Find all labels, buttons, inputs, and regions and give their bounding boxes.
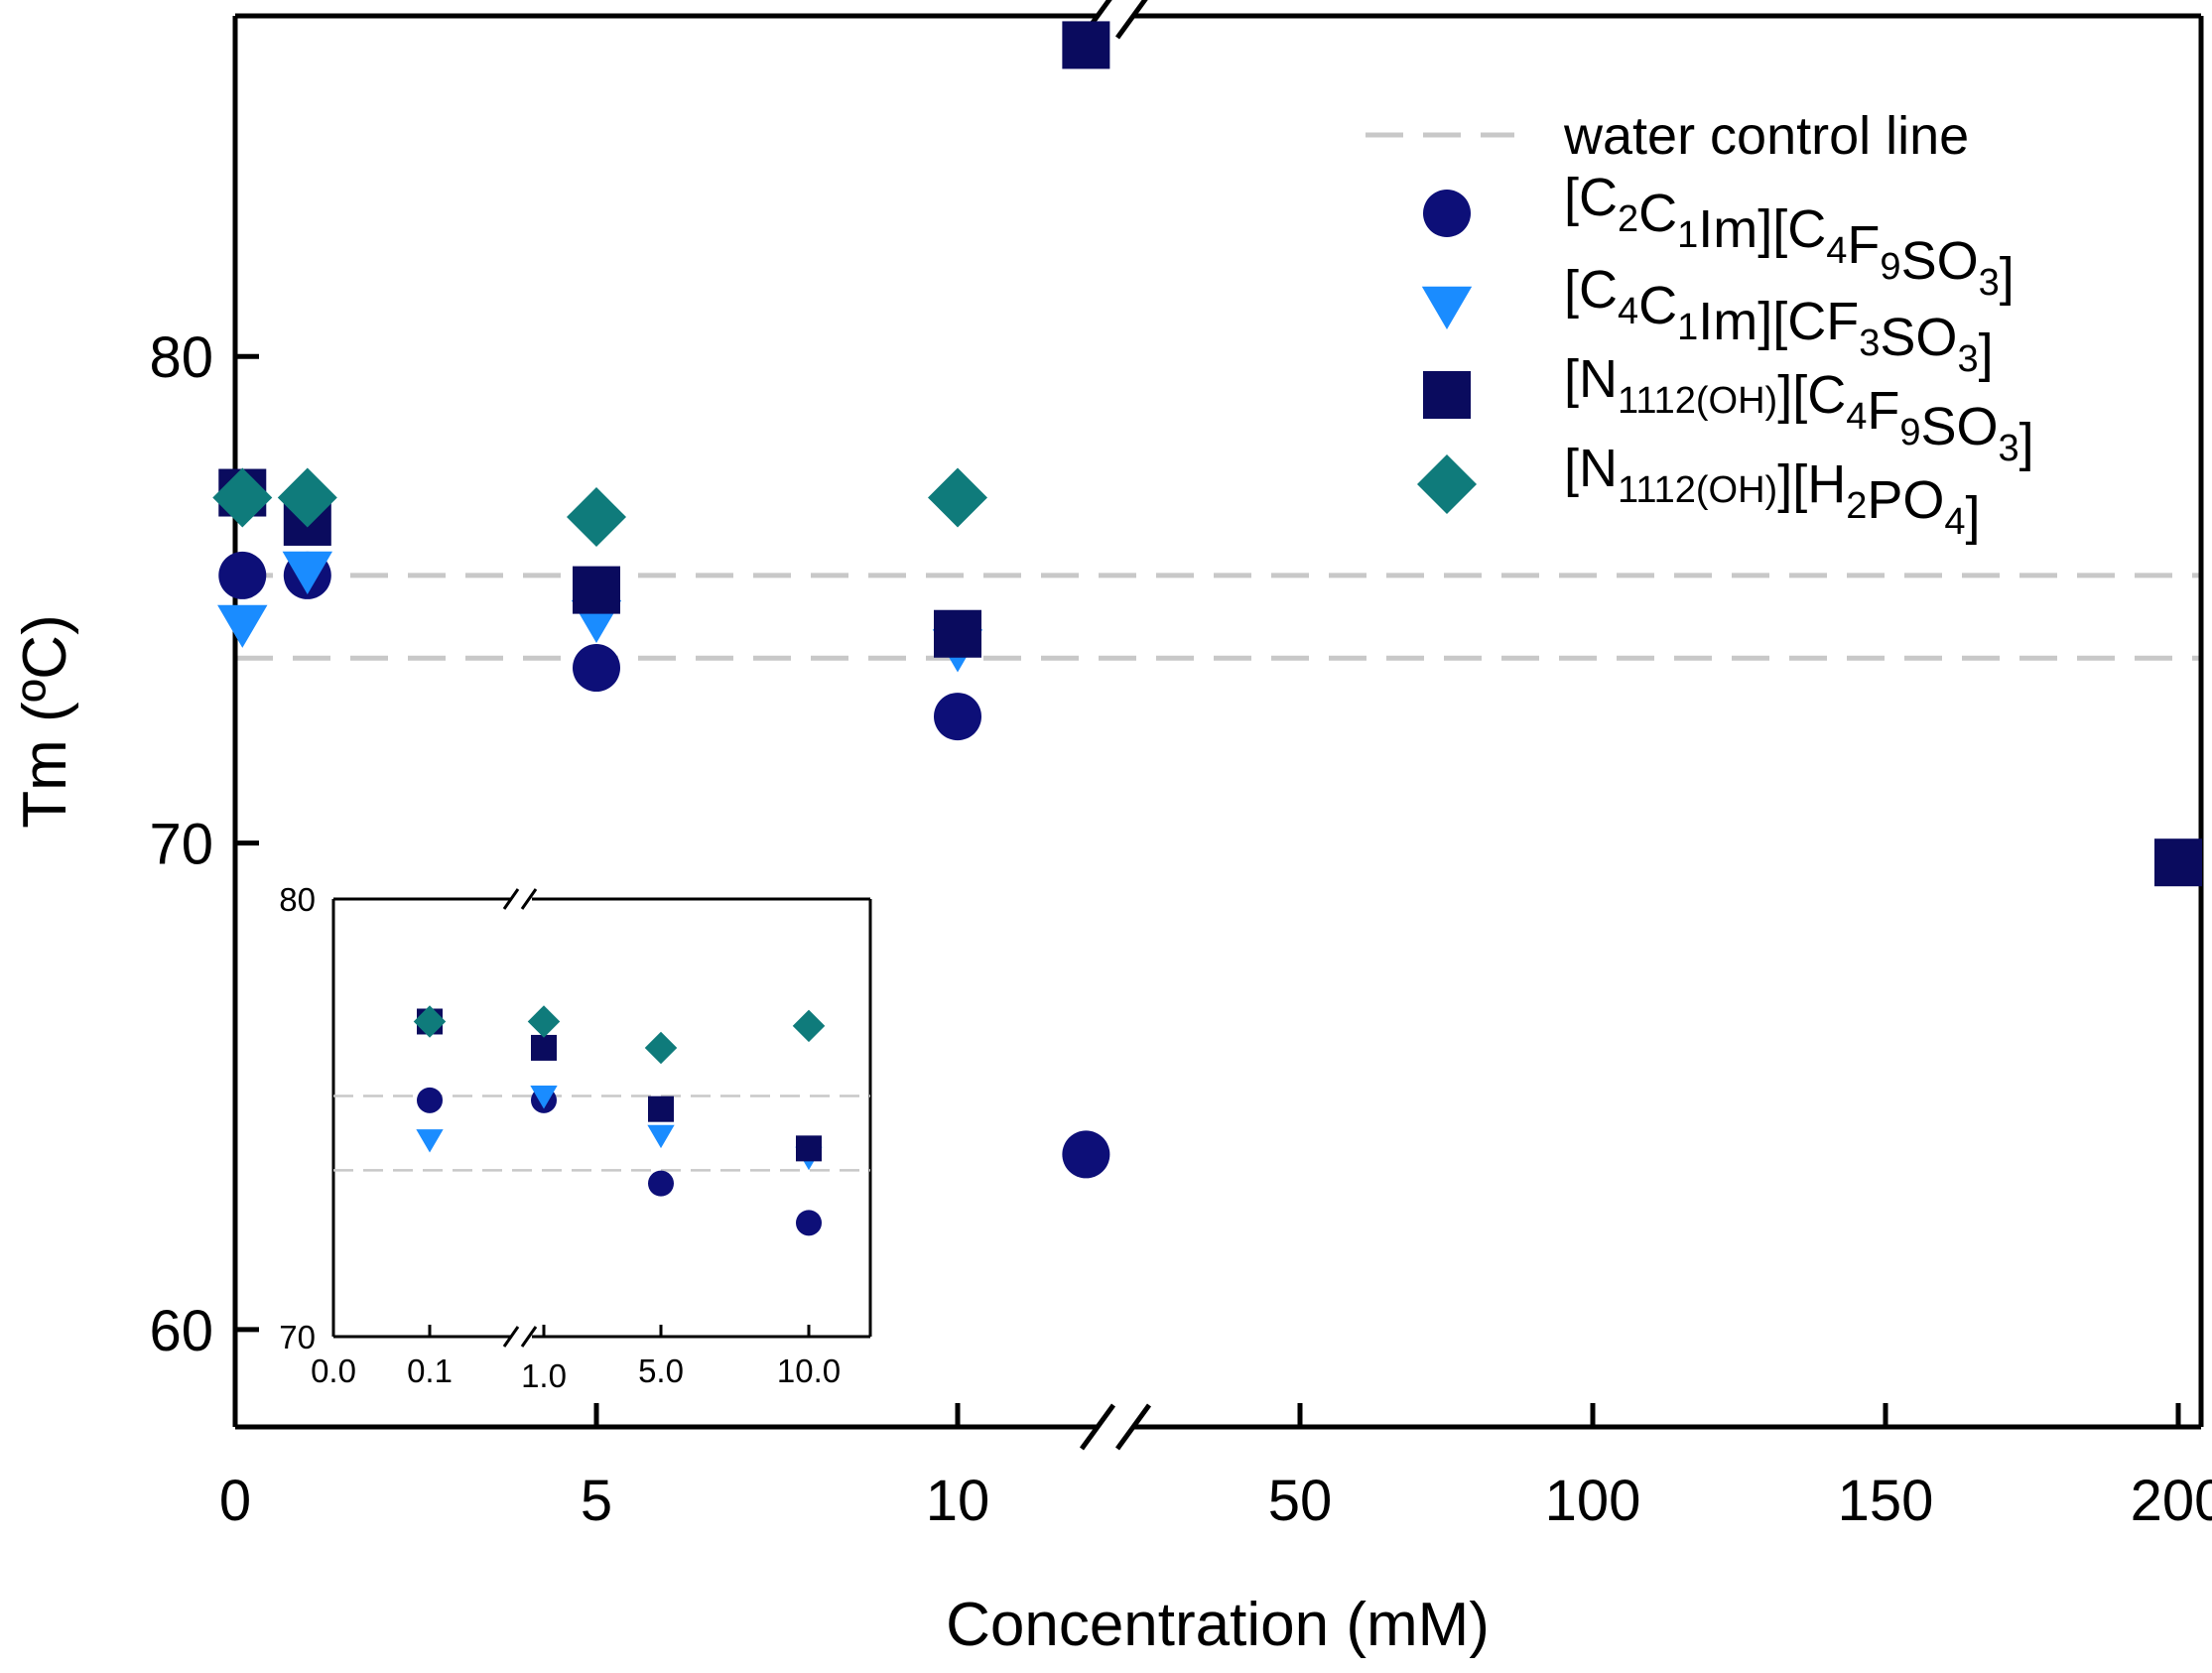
axis-break-mark — [1114, 0, 1148, 40]
data-point — [573, 644, 620, 693]
y-axis-title: Tm (ºC) — [11, 614, 79, 828]
inset-x-tick-label: 0.0 — [311, 1352, 356, 1389]
y-tick-label: 80 — [149, 325, 213, 390]
inset-axis-break-mark — [520, 888, 538, 910]
legend-water-line-label: water control line — [1563, 106, 1969, 166]
legend-label-3: [N1112(OH)][C4F9SO3] — [1564, 349, 2034, 472]
main-plot: 60 70 80 0 5 10 50 100 150 200 Concentration (mM) T… — [11, 0, 2212, 1659]
inset-series-n1112-oh-c4f9so3 — [417, 1008, 822, 1162]
data-point — [1062, 21, 1110, 69]
inset-data-point — [647, 1124, 675, 1149]
inset-series-c4c1im-cf3so3 — [416, 1086, 823, 1171]
inset-data-point — [413, 1005, 447, 1038]
x-tick-label: 0 — [219, 1469, 251, 1533]
data-point — [212, 467, 273, 528]
x-tick-label: 50 — [1268, 1469, 1333, 1533]
inset-axis-break-mark — [502, 888, 520, 910]
inset-data-point — [530, 1086, 558, 1109]
axis-break-mark — [1079, 1403, 1116, 1451]
inset-data-point — [416, 1129, 444, 1153]
inset-series-n1112-oh-h2po4 — [413, 1005, 826, 1065]
inset-data-point — [648, 1095, 674, 1122]
data-point — [218, 551, 267, 599]
inset-data-point — [648, 1170, 674, 1197]
inset-data-point — [796, 1135, 822, 1162]
inset-data-point — [527, 1005, 561, 1038]
inset-x-tick-label: 5.0 — [638, 1352, 684, 1389]
inset-plot: 70 80 0.0 0.1 1.0 5.0 10.0 — [279, 881, 872, 1394]
data-point — [934, 609, 981, 658]
legend: water control line[C2C1Im][C4F9SO3][C4C1… — [1366, 106, 2034, 546]
inset-axis-break-mark — [520, 1326, 538, 1348]
inset-axis-break-mark — [502, 1326, 520, 1348]
inset-x-tick-label: 0.1 — [407, 1352, 453, 1389]
inset-data-point — [792, 1009, 826, 1043]
axis-break-mark — [1114, 1403, 1152, 1451]
data-point — [928, 467, 987, 528]
y-tick-label: 70 — [149, 813, 213, 877]
inset-data-point — [644, 1031, 678, 1065]
data-point — [2154, 838, 2202, 887]
inset-x-tick-label: 10.0 — [777, 1352, 841, 1389]
inset-y-tick-label: 80 — [279, 881, 316, 918]
legend-label-4: [N1112(OH)][H2PO4] — [1564, 439, 1981, 546]
inset-data-point — [417, 1087, 443, 1113]
y-tick-label: 60 — [149, 1299, 213, 1363]
data-point — [934, 693, 981, 741]
data-point — [573, 566, 620, 614]
legend-marker-3 — [1423, 371, 1471, 419]
legend-marker-2 — [1421, 286, 1473, 329]
inset-data-point — [531, 1034, 557, 1061]
x-tick-label: 5 — [581, 1469, 612, 1533]
data-point — [567, 487, 626, 548]
inset-y-tick-label: 70 — [279, 1319, 316, 1355]
x-tick-label: 200 — [2131, 1469, 2212, 1533]
data-point — [1062, 1130, 1110, 1179]
inset-x-tick-label: 1.0 — [521, 1357, 567, 1394]
inset-series-c2c1im-c4f9so3 — [417, 1087, 822, 1236]
x-tick-label: 150 — [1838, 1469, 1934, 1533]
x-tick-label: 100 — [1545, 1469, 1641, 1533]
legend-marker-4 — [1417, 454, 1477, 514]
data-point — [282, 551, 332, 594]
legend-marker-1 — [1423, 190, 1471, 237]
data-point — [277, 467, 337, 528]
legend-label-2: [C4C1Im][CF3SO3] — [1564, 260, 1994, 383]
inset-data-point — [796, 1210, 822, 1236]
series-n1112-oh-h2po4 — [212, 467, 987, 548]
data-point — [217, 604, 268, 648]
x-tick-label: 10 — [926, 1469, 990, 1533]
x-axis-title: Concentration (mM) — [946, 1591, 1490, 1659]
legend-label-1: [C2C1Im][C4F9SO3] — [1564, 168, 2015, 307]
